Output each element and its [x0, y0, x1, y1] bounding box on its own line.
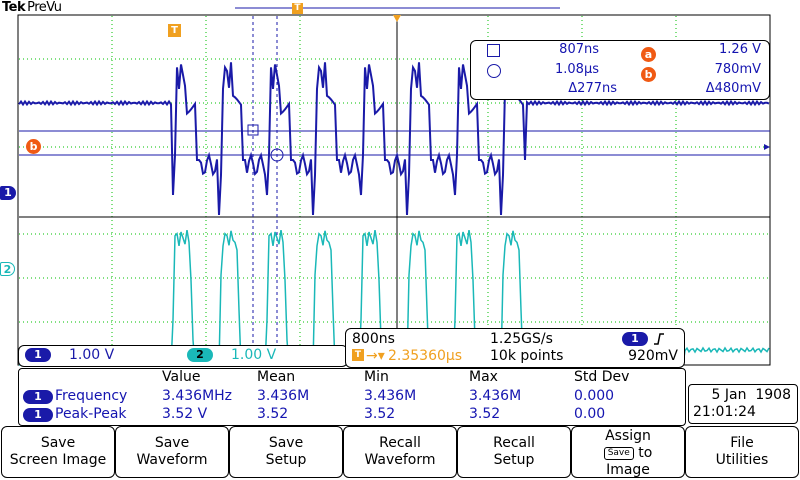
button-line-2-text: to: [638, 445, 653, 461]
trigger-marker-icon: T: [352, 349, 364, 361]
horizontal-trigger-panel: 800ns 1.25GS/s 1 T →▾ 2.35360µs 10k poin…: [345, 328, 685, 368]
cursor-2-time: 1.08µs: [555, 62, 599, 77]
sample-rate: 1.25GS/s: [490, 331, 553, 347]
square-cursor-icon: [487, 44, 500, 57]
measurement-table: Value Mean Min Max Std Dev 1 Frequency 3…: [18, 368, 686, 426]
button-line-2: Setup: [265, 452, 307, 468]
row-value: 3.436MHz: [162, 388, 233, 404]
trigger-arrow-icon: →▾: [366, 348, 385, 364]
row-mean: 3.436M: [257, 388, 310, 404]
cursor-readout-panel: 807ns a 1.26 V 1.08µs b 780mV Δ277ns Δ48…: [470, 40, 770, 100]
button-line-2: Utilities: [715, 452, 769, 468]
button-line-1: Save: [40, 435, 76, 451]
row-min: 3.52: [364, 406, 396, 422]
ref-b-marker: b: [26, 135, 41, 154]
channel-scale-bar: 1 1.00 V 2 1.00 V: [18, 345, 348, 367]
col-header-value: Value: [162, 369, 201, 385]
ch2-ground-marker[interactable]: 2: [0, 262, 15, 276]
row-max: 3.436M: [469, 388, 522, 404]
button-line-2: Waveform: [364, 452, 436, 468]
row-mean: 3.52: [257, 406, 289, 422]
row-min: 3.436M: [364, 388, 417, 404]
brand-label: Tek PreVu: [2, 0, 62, 15]
cursor-a-value: 1.26 V: [719, 42, 761, 57]
col-header-mean: Mean: [257, 369, 296, 385]
trigger-source-badge[interactable]: 1: [622, 332, 648, 346]
ch1-badge[interactable]: 1: [25, 348, 51, 362]
recall-setup-button[interactable]: Recall Setup: [457, 426, 571, 478]
col-header-max: Max: [469, 369, 498, 385]
save-key-icon: Save: [603, 446, 634, 460]
date-label: 5 Jan 1908: [711, 387, 791, 403]
button-line-2: Waveform: [136, 452, 208, 468]
rising-edge-icon: [654, 333, 664, 345]
save-setup-button[interactable]: Save Setup: [229, 426, 343, 478]
cursor-b-value: 780mV: [714, 62, 761, 77]
trigger-position-marker: [393, 15, 401, 22]
row-max: 3.52: [469, 406, 501, 422]
assign-save-to-image-button[interactable]: Assign Save to Image: [571, 426, 685, 478]
col-header-std-dev: Std Dev: [574, 369, 630, 385]
ref-b-icon: b: [641, 67, 656, 82]
delta-value: Δ480mV: [705, 81, 761, 96]
button-line-1: File: [730, 435, 754, 451]
time-label: 21:01:24: [693, 404, 756, 420]
button-line-2: Screen Image: [9, 452, 107, 468]
cursor-square-marker: [247, 124, 259, 136]
save-screen-image-button[interactable]: Save Screen Image: [1, 426, 115, 478]
button-line-1: Save: [154, 435, 190, 451]
date-time-panel: 5 Jan 1908 21:01:24: [688, 384, 798, 424]
button-line-3: Image: [606, 462, 650, 478]
button-line-1: Recall: [379, 435, 421, 451]
trigger-level[interactable]: 920mV: [628, 348, 678, 364]
button-line-1: Recall: [493, 435, 535, 451]
row-std-dev: 0.000: [574, 388, 615, 404]
cursor-1-time: 807ns: [559, 42, 599, 57]
level-arrow-icon: [764, 144, 770, 150]
record-length: 10k points: [490, 348, 564, 364]
button-line-1: Assign: [605, 428, 651, 444]
row-std-dev: 0.00: [574, 406, 606, 422]
row-channel-badge: 1: [23, 390, 53, 404]
row-channel-badge: 1: [23, 408, 53, 422]
button-line-1: Save: [268, 435, 304, 451]
row-measure-name: Peak-Peak: [55, 406, 127, 422]
ref-b-icon: b: [26, 139, 41, 154]
trigger-position-icon: T: [168, 24, 181, 37]
button-line-2: Save to: [572, 445, 684, 462]
ch1-ground-marker[interactable]: 1: [0, 186, 16, 200]
acquisition-mode: PreVu: [27, 0, 62, 15]
circle-cursor-icon: [487, 64, 501, 78]
ref-a-icon: a: [641, 47, 656, 62]
trigger-top-marker-icon: T: [292, 3, 303, 14]
cursor-circle-marker: [270, 148, 284, 162]
col-header-min: Min: [364, 369, 389, 385]
delta-time: Δ277ns: [568, 81, 617, 96]
button-line-2: Setup: [493, 452, 535, 468]
trigger-position[interactable]: 2.35360µs: [388, 348, 463, 364]
timebase[interactable]: 800ns: [352, 331, 395, 347]
file-utilities-button[interactable]: File Utilities: [685, 426, 799, 478]
brand-name: Tek: [2, 0, 26, 15]
save-waveform-button[interactable]: Save Waveform: [115, 426, 229, 478]
ch2-badge[interactable]: 2: [187, 348, 213, 362]
row-value: 3.52 V: [162, 406, 208, 422]
row-measure-name: Frequency: [55, 388, 128, 404]
ch1-waveform: [18, 62, 770, 216]
ch2-scale[interactable]: 1.00 V: [231, 347, 277, 363]
ch1-scale[interactable]: 1.00 V: [69, 347, 115, 363]
recall-waveform-button[interactable]: Recall Waveform: [343, 426, 457, 478]
